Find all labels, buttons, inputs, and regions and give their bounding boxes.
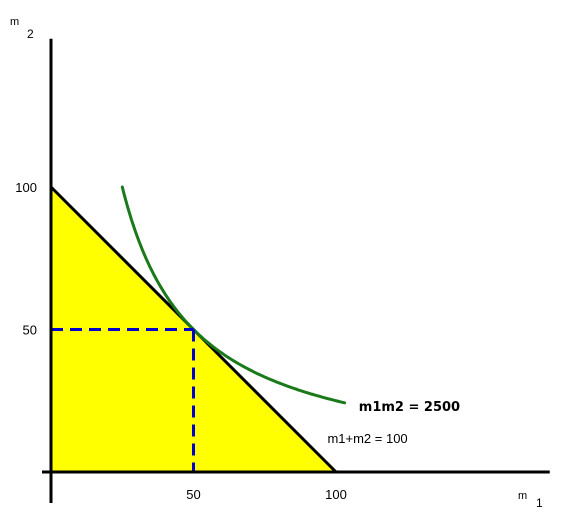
y-tick-label-100: 100 bbox=[15, 180, 37, 195]
y-axis-symbol: m bbox=[10, 16, 19, 28]
y-axis-subscript: 2 bbox=[27, 27, 34, 41]
indifference-curve-label: m1m2 = 2500 bbox=[359, 400, 460, 415]
budget-line-label: m1+m2 = 100 bbox=[327, 431, 407, 446]
x-tick-label-50: 50 bbox=[186, 487, 200, 502]
x-tick-label-100: 100 bbox=[325, 487, 347, 502]
y-tick-label-50: 50 bbox=[23, 323, 37, 338]
x-axis-symbol: m bbox=[518, 490, 527, 502]
x-axis-subscript: 1 bbox=[536, 496, 543, 510]
indifference-curve bbox=[120, 185, 347, 405]
